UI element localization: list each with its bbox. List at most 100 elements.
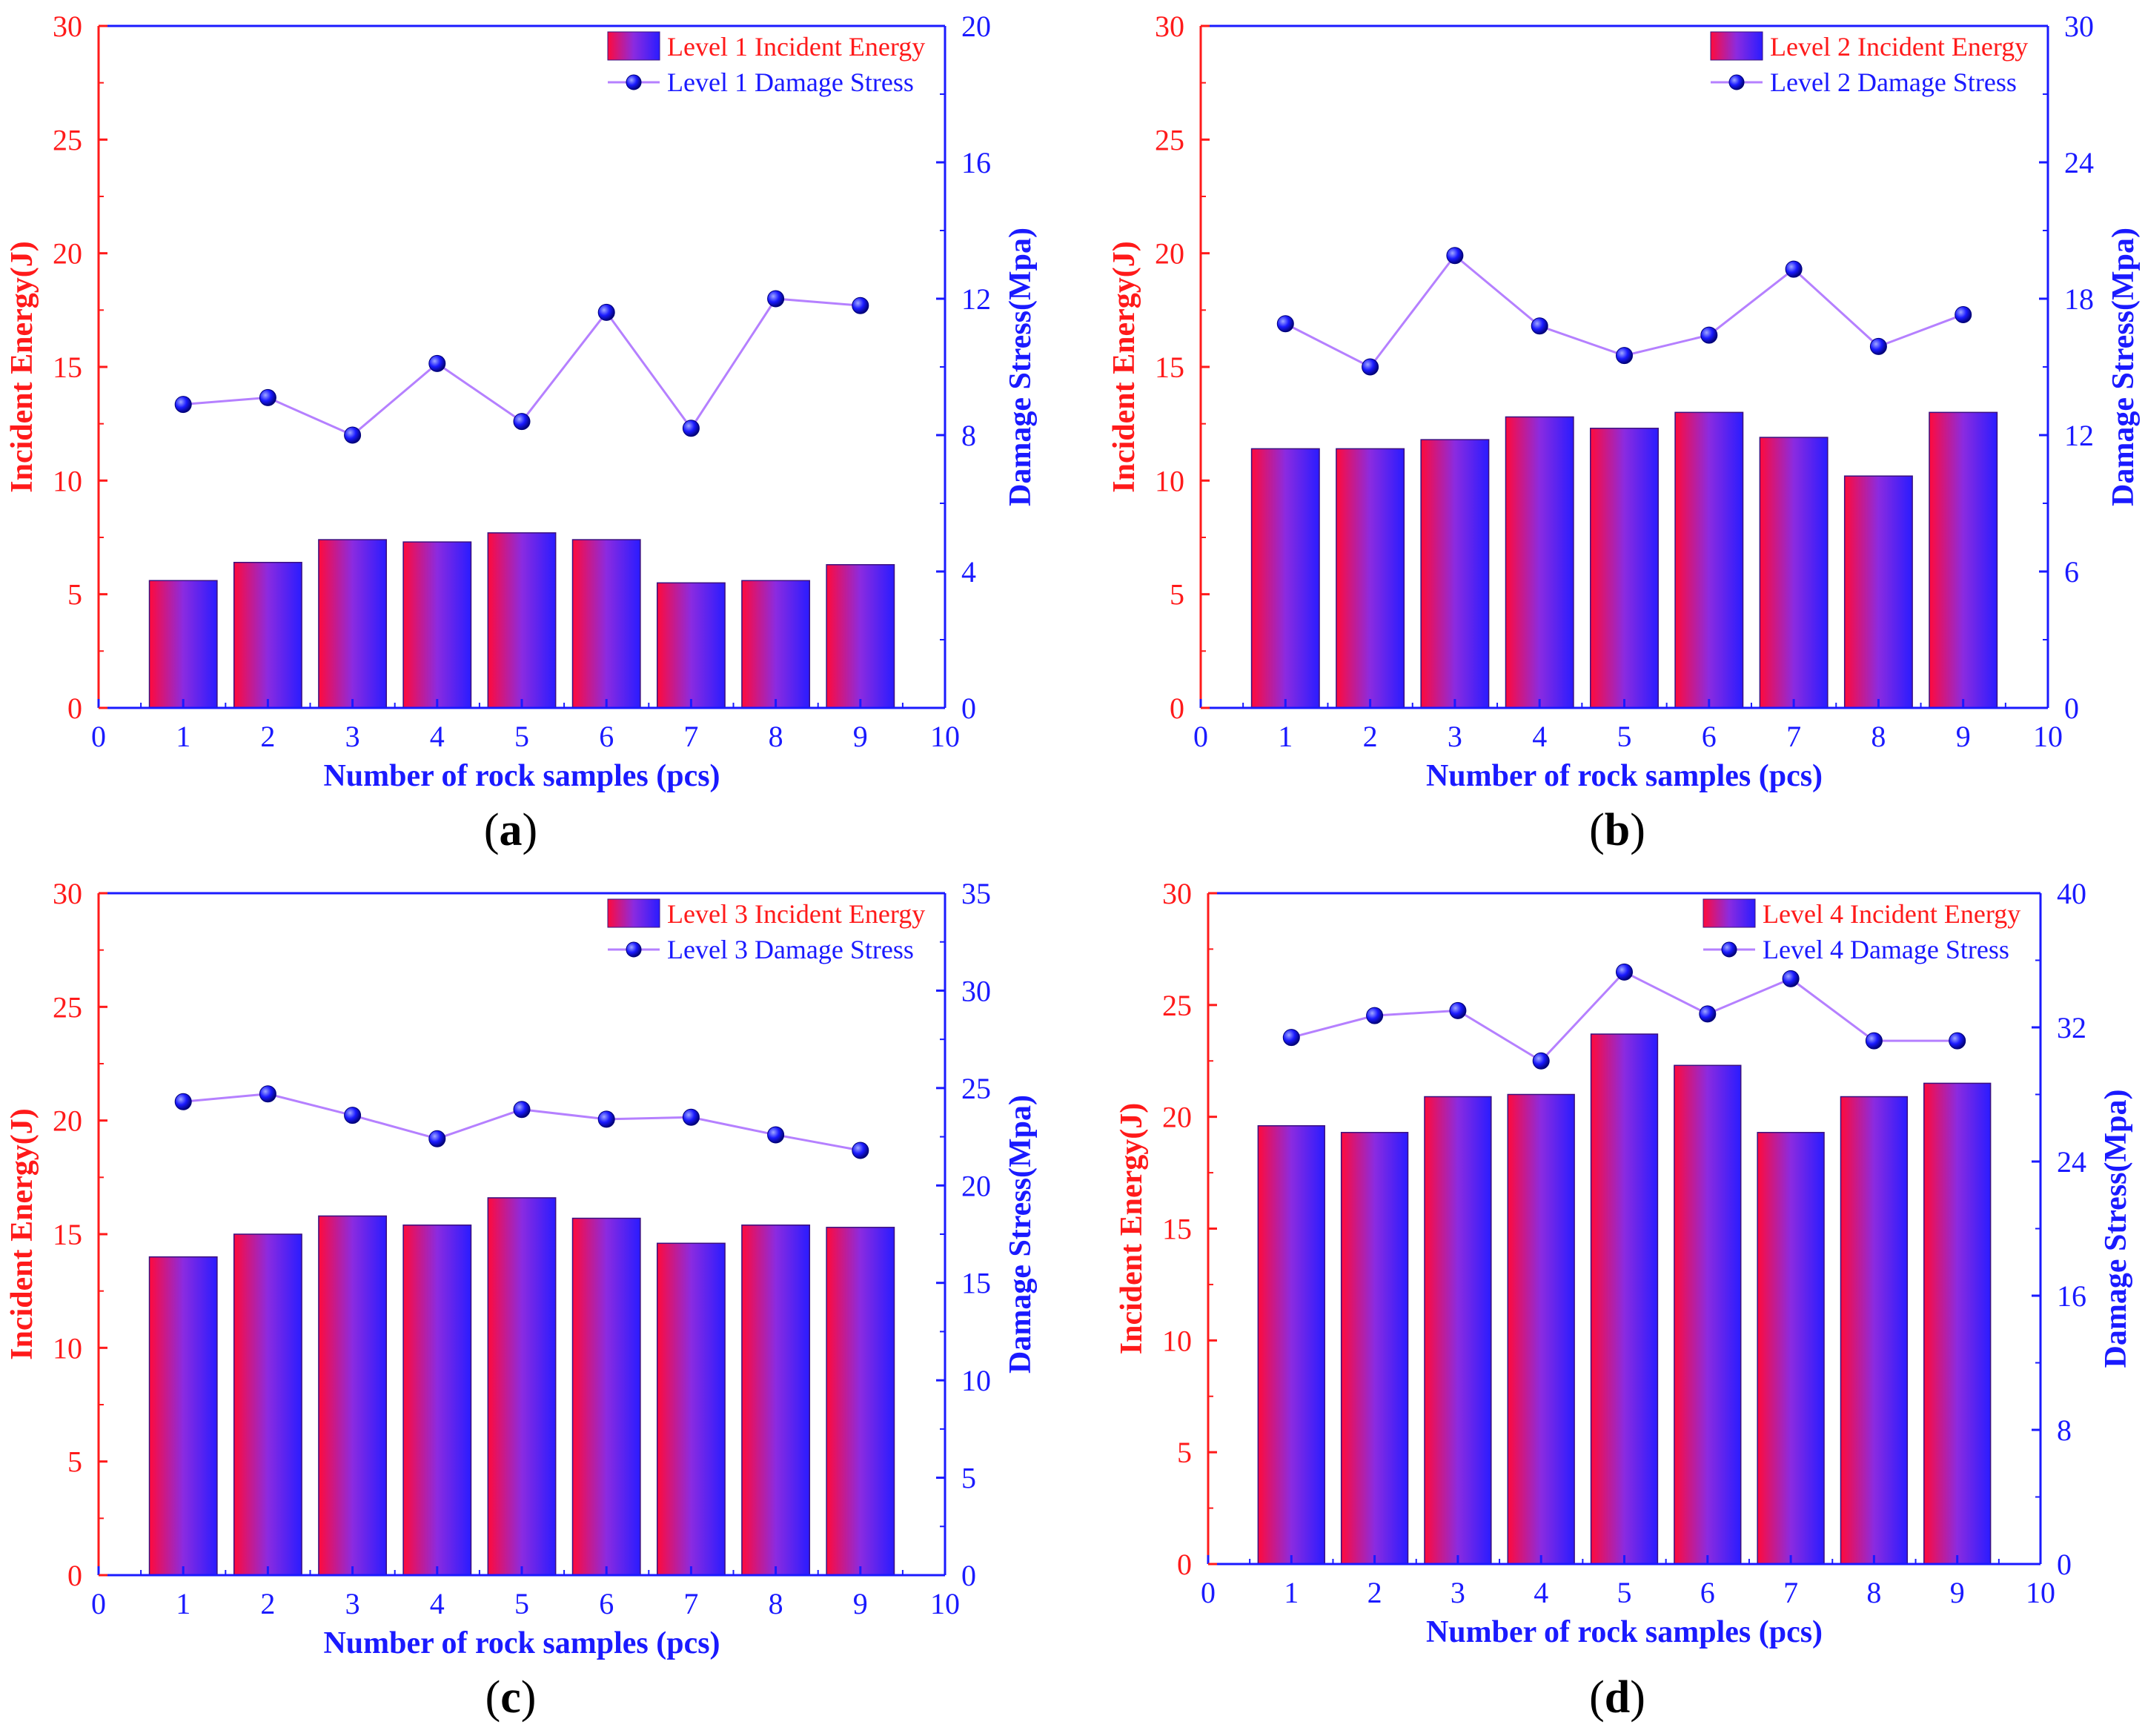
y-tick-label: 5: [1177, 1436, 1192, 1469]
x-tick-label: 7: [1786, 720, 1801, 753]
panel-label-d: (d): [1589, 1672, 1645, 1723]
bar-2: [233, 561, 302, 709]
marker-8: [767, 1126, 785, 1144]
y-tick-label: 25: [1155, 123, 1184, 156]
x-tick-label: 5: [1617, 1576, 1632, 1609]
bar-series: [148, 1197, 895, 1576]
y2-tick-label: 0: [2064, 692, 2079, 725]
bar-1: [148, 1256, 218, 1576]
y2-tick-label: 4: [961, 555, 976, 589]
chart-panel-d: 0 1 2 3 4 5 6 7 8 9 100510152025300816243240Number…: [1115, 877, 2133, 1649]
bar-5: [487, 1197, 557, 1576]
x-tick-label: 5: [1617, 720, 1632, 753]
bar-9: [826, 1227, 895, 1576]
x-tick-label: 4: [1534, 1576, 1548, 1609]
y-tick-label: 30: [53, 10, 82, 43]
y-tick-label: 5: [1170, 578, 1184, 612]
legend-line-label: Level 1 Damage Stress: [667, 67, 914, 97]
y-tick-labels: 0 5 10 15 20 25 30: [53, 877, 107, 1592]
y2-tick-label: 0: [961, 1559, 976, 1592]
y2-tick-label: 10: [961, 1364, 991, 1397]
x-tick-label: 8: [1871, 720, 1886, 753]
legend-bar-label: Level 2 Incident Energy: [1770, 32, 2028, 62]
marker-5: [513, 1101, 531, 1119]
y-tick-label: 20: [1155, 237, 1184, 271]
legend-marker-swatch: [1728, 74, 1745, 90]
y2-tick-label: 35: [961, 877, 991, 910]
x-tick-label: 10: [930, 720, 960, 753]
marker-9: [852, 1142, 869, 1159]
chart-panel-b: 0 1 2 3 4 5 6 7 8 9 100510152025300612182430Number…: [1107, 10, 2141, 793]
x-tick-label: 7: [683, 1587, 698, 1620]
x-tick-label: 5: [514, 720, 529, 753]
bar-6: [1674, 1064, 1742, 1565]
x-tick-label: 10: [930, 1587, 960, 1620]
bar-4: [1505, 416, 1574, 709]
bar-1: [148, 580, 218, 709]
x-tick-label: 10: [2033, 720, 2063, 753]
bar-9: [1923, 1082, 1992, 1565]
bar-7: [656, 582, 726, 709]
panel-label-c: (c): [485, 1672, 537, 1723]
x-tick-labels: 0 1 2 3 4 5 6 7 8 9 10: [1193, 699, 2063, 753]
y-tick-labels: 0 5 10 15 20 25 30: [53, 10, 107, 725]
x-tick-label: 0: [91, 720, 106, 753]
marker-5: [1616, 347, 1633, 365]
bar-3: [318, 1215, 388, 1576]
x-tick-label: 8: [1866, 1576, 1881, 1609]
marker-series: [174, 290, 869, 444]
y2-tick-label: 16: [961, 146, 991, 179]
marker-2: [259, 1085, 276, 1103]
y2-tick-label: 24: [2064, 146, 2094, 179]
legend-marker-swatch: [626, 941, 642, 958]
marker-8: [1865, 1032, 1883, 1050]
marker-9: [852, 296, 869, 314]
x-tick-label: 2: [1367, 1576, 1382, 1609]
legend-line-label: Level 2 Damage Stress: [1770, 67, 2017, 97]
x-tick-label: 10: [2026, 1576, 2055, 1609]
x-tick-label: 4: [430, 1587, 445, 1620]
bar-8: [1840, 1096, 1909, 1565]
y-tick-label: 20: [53, 1104, 82, 1138]
y-tick-label: 0: [1170, 692, 1184, 725]
y-tick-label: 0: [67, 1559, 82, 1592]
x-tick-label: 1: [1278, 720, 1293, 753]
panel-label-a: (a): [483, 805, 538, 855]
bar-7: [1757, 1132, 1825, 1565]
bar-9: [826, 564, 895, 709]
y-tick-labels: 0 5 10 15 20 25 30: [1155, 10, 1210, 725]
y-tick-label: 30: [1155, 10, 1184, 43]
y2-tick-label: 30: [961, 974, 991, 1007]
x-tick-label: 6: [1702, 720, 1717, 753]
x-tick-label: 1: [1284, 1576, 1299, 1609]
y-tick-label: 15: [53, 351, 82, 384]
marker-series: [174, 1085, 869, 1159]
x-axis-title: Number of rock samples (pcs): [1426, 759, 1823, 793]
bar-2: [1336, 448, 1405, 709]
y2-tick-label: 20: [961, 1169, 991, 1202]
legend-bar-swatch: [1710, 31, 1763, 61]
x-tick-label: 0: [91, 1587, 106, 1620]
y-tick-label: 25: [1162, 989, 1192, 1022]
chart-panel-a: 0 1 2 3 4 5 6 7 8 9 10051015202530048121620Number …: [5, 10, 1038, 793]
legend-bar-label: Level 4 Incident Energy: [1763, 899, 2020, 929]
y2-tick-label: 6: [2064, 555, 2079, 589]
y-tick-label: 20: [53, 237, 82, 271]
marker-4: [1532, 1052, 1550, 1070]
bar-series: [148, 532, 895, 709]
y2-tick-label: 8: [961, 419, 976, 452]
marker-3: [344, 1107, 362, 1124]
x-tick-label: 9: [853, 720, 868, 753]
bar-7: [656, 1242, 726, 1576]
y2-tick-label: 25: [961, 1072, 991, 1105]
legend: Level 3 Incident Energy Level 3 Damage St…: [607, 898, 925, 964]
marker-1: [174, 396, 192, 414]
y-tick-label: 10: [1155, 464, 1184, 497]
x-tick-label: 8: [769, 1587, 783, 1620]
x-tick-label: 9: [853, 1587, 868, 1620]
marker-4: [1531, 317, 1548, 335]
marker-7: [682, 420, 700, 437]
bar-series: [1250, 411, 1998, 709]
marker-4: [428, 1130, 446, 1147]
marker-1: [1276, 315, 1294, 333]
